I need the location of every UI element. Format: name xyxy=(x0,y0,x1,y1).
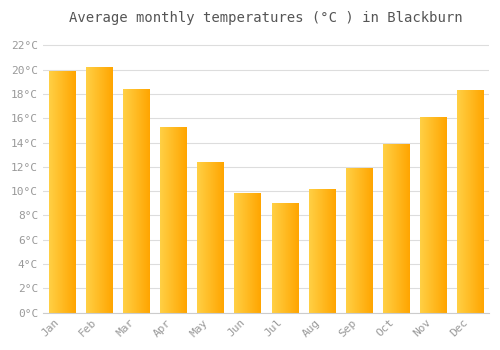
Title: Average monthly temperatures (°C ) in Blackburn: Average monthly temperatures (°C ) in Bl… xyxy=(69,11,462,25)
